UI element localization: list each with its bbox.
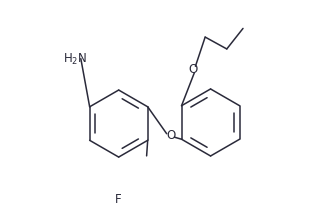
Text: H$_2$N: H$_2$N (63, 52, 87, 67)
Text: O: O (189, 63, 198, 76)
Text: F: F (115, 193, 122, 206)
Text: O: O (166, 129, 175, 142)
